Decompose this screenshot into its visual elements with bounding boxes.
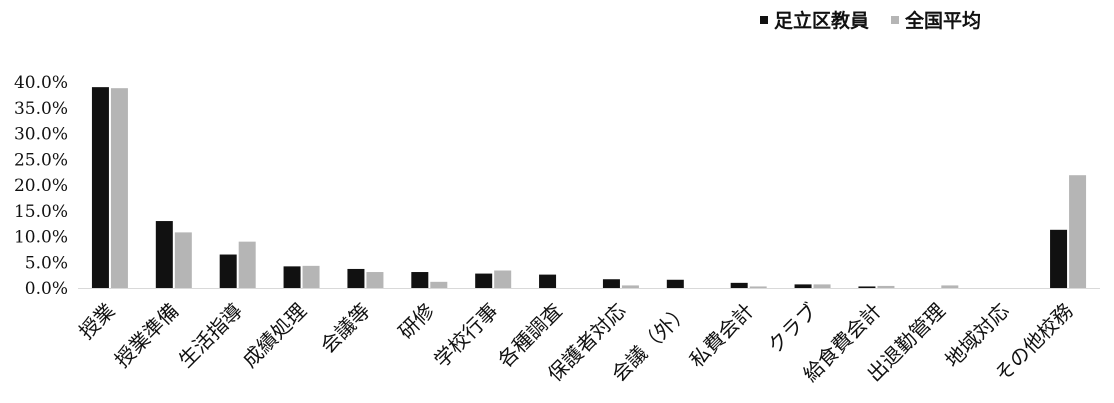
- category-label: 私費会計: [685, 299, 759, 373]
- bar-series-1: [539, 274, 557, 288]
- bar-series-2: [110, 88, 128, 289]
- category-label: 研修: [394, 299, 439, 344]
- legend-item-series-2: 全国平均: [891, 6, 981, 33]
- bar-series-2: [813, 284, 831, 288]
- y-tick-label: 15.0%: [14, 202, 68, 222]
- bar-series-1: [155, 221, 173, 288]
- bar-series-1: [347, 268, 365, 288]
- bar-series-1: [475, 273, 493, 288]
- bar-series-2: [366, 272, 384, 288]
- legend-item-series-1: 足立区教員: [760, 6, 869, 33]
- y-tick-label: 35.0%: [14, 99, 68, 119]
- bar-series-2: [430, 281, 448, 288]
- legend-swatch-series-2: [891, 15, 900, 24]
- y-tick-label: 5.0%: [25, 253, 68, 273]
- y-tick-label: 40.0%: [14, 73, 68, 93]
- y-tick-label: 0.0%: [25, 279, 68, 299]
- bar-series-2: [941, 285, 959, 288]
- bar-series-1: [794, 284, 812, 288]
- y-tick-label: 30.0%: [14, 125, 68, 145]
- category-label: 授業準備: [110, 299, 184, 373]
- bar-series-1: [411, 272, 429, 288]
- bar-series-1: [283, 266, 301, 288]
- bar-series-2: [494, 270, 512, 288]
- bar-series-1: [858, 286, 876, 288]
- y-tick-label: 25.0%: [14, 150, 68, 170]
- bar-series-2: [749, 286, 767, 288]
- bar-series-2: [1069, 175, 1087, 288]
- y-tick-label: 20.0%: [14, 176, 68, 196]
- legend-label-series-1: 足立区教員: [774, 10, 870, 32]
- bar-series-1: [602, 279, 620, 288]
- bar-series-1: [730, 282, 748, 288]
- bar-series-1: [91, 87, 109, 289]
- category-label: 生活指導: [174, 299, 248, 373]
- bar-series-1: [1050, 229, 1068, 288]
- bar-series-2: [877, 285, 895, 288]
- legend-swatch-series-1: [760, 15, 768, 24]
- category-label: 授業: [74, 299, 119, 344]
- bar-series-2: [621, 285, 639, 288]
- category-label: 会議等: [316, 299, 375, 358]
- legend-label-series-2: 全国平均: [905, 10, 982, 32]
- category-label: クラブ: [763, 299, 822, 358]
- bar-series-2: [302, 265, 320, 288]
- bar-series-1: [666, 279, 684, 288]
- category-label: 成績処理: [238, 299, 312, 373]
- bar-series-2: [238, 241, 256, 288]
- bar-series-2: [174, 232, 192, 288]
- category-label: 学校行事: [429, 299, 503, 373]
- legend: 足立区教員 全国平均: [760, 6, 1003, 33]
- y-tick-label: 10.0%: [14, 228, 68, 248]
- bar-series-1: [219, 254, 237, 288]
